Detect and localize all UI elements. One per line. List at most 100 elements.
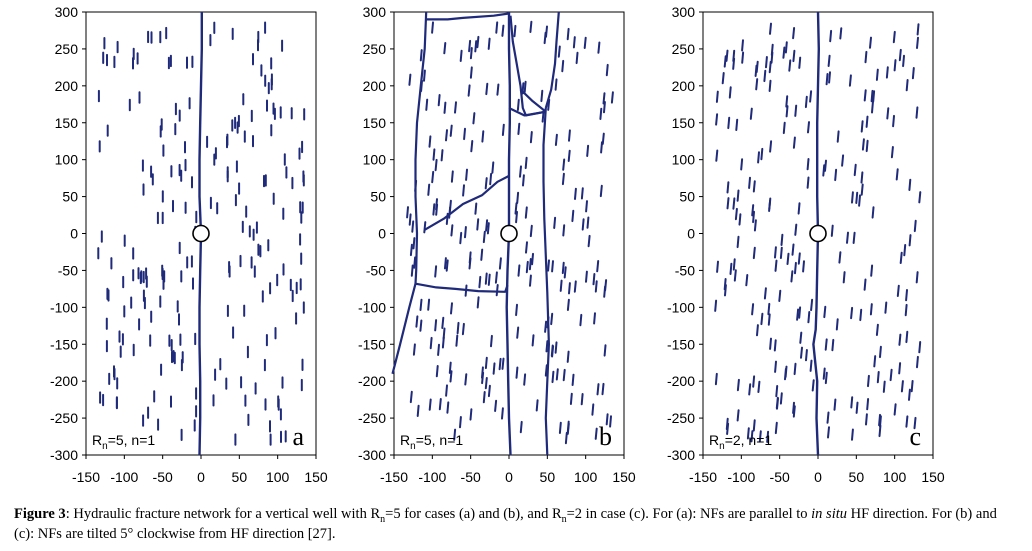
y-tick-label: 150 [672,115,696,131]
natural-fracture [884,301,888,314]
natural-fracture [807,311,811,324]
hydraulic-fracture-branch [508,107,546,117]
natural-fracture [465,168,468,181]
natural-fracture [916,355,919,369]
natural-fracture [863,278,867,291]
hydraulic-fracture [812,11,820,456]
natural-fracture [438,398,442,411]
natural-fracture [432,203,436,216]
natural-fracture [441,336,445,349]
natural-fracture [487,273,491,286]
natural-fracture [797,252,801,265]
natural-fracture [824,159,827,172]
natural-fracture [774,421,778,435]
natural-fracture [490,334,493,348]
natural-fracture [472,112,476,125]
natural-fracture [736,235,740,249]
caption-part1: : Hydraulic fracture network for a verti… [65,506,381,522]
natural-fracture [605,63,609,77]
natural-fracture [432,148,436,161]
natural-fracture [846,231,849,244]
natural-fracture [545,340,549,353]
figure-3-panels: 300 250 200 150 100 50 0 -50 -100 -150 -200 -250 -30… [50,4,945,485]
natural-fracture [459,231,463,245]
natural-fracture [515,303,518,317]
natural-fracture [425,98,429,111]
natural-fracture [905,79,909,92]
natural-fracture [531,334,535,347]
natural-fracture [916,23,920,36]
natural-fracture [760,147,764,161]
natural-fracture [476,296,480,309]
natural-fracture [870,264,874,277]
natural-fracture [748,176,751,189]
natural-fracture [486,222,490,235]
natural-fracture [413,256,417,269]
natural-fracture [408,73,412,86]
natural-fracture [860,183,864,196]
natural-fracture [469,66,473,79]
natural-fracture [593,312,596,325]
x-tick-label: 150 [304,469,328,485]
natural-fracture [470,140,474,153]
natural-fracture [463,127,466,141]
natural-fracture [721,72,725,85]
natural-fracture [736,189,740,202]
natural-fracture [913,219,917,233]
natural-fracture [752,210,755,224]
natural-fracture [551,370,555,384]
natural-fracture [736,409,740,422]
y-tick-label: -200 [358,373,386,389]
x-tick-label: 150 [921,469,945,485]
natural-fracture [878,424,882,438]
natural-fracture [775,396,779,410]
natural-fracture [596,383,600,396]
natural-fracture [735,118,739,131]
natural-fracture [848,74,852,87]
natural-fracture [573,280,577,293]
x-tick-label: 0 [505,469,513,485]
natural-fracture [597,41,601,54]
natural-fracture [450,170,454,183]
natural-fracture [444,257,447,270]
natural-fracture [484,377,488,390]
natural-fracture [423,69,426,82]
natural-fracture [850,306,854,320]
wellbore-marker [192,224,210,243]
natural-fracture [443,42,447,55]
x-tick-label: 50 [232,469,248,485]
natural-fracture [462,184,465,197]
hydraulic-fracture-branch [519,88,547,113]
natural-fracture [459,49,463,62]
natural-fracture [605,413,609,426]
natural-fracture [732,258,736,271]
natural-fracture [603,285,607,298]
natural-fracture [517,122,521,135]
natural-fracture [468,39,472,53]
natural-fracture [481,371,485,385]
natural-fracture [498,257,502,270]
natural-fracture [501,123,505,136]
wellbore-marker [809,224,827,243]
natural-fracture [807,121,810,134]
natural-fracture [784,41,788,54]
natural-fracture [514,202,518,215]
natural-fracture [863,89,867,102]
y-tick-label: 100 [672,152,696,168]
hydraulic-fracture-branch [414,11,428,284]
natural-fracture [786,252,790,265]
natural-fracture [485,82,489,96]
natural-fracture [517,264,521,277]
natural-fracture [799,331,803,344]
natural-fracture [450,224,454,237]
y-tick-label: -300 [358,447,386,463]
natural-fracture [774,360,777,373]
natural-fracture [879,415,882,428]
natural-fracture [464,226,467,239]
natural-fracture [519,420,523,434]
caption-italic: in situ [811,506,848,522]
y-tick-label: -200 [667,373,695,389]
natural-fracture [790,270,794,283]
natural-fracture [830,224,834,237]
natural-fracture [569,392,573,405]
